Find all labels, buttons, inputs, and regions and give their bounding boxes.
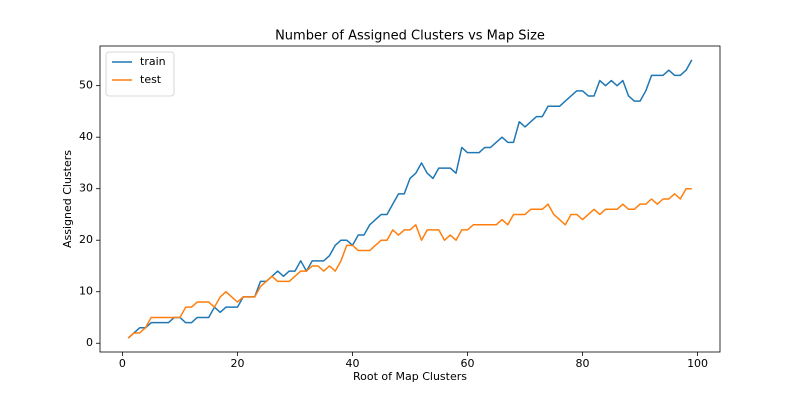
- x-tick-label: 60: [461, 357, 475, 370]
- y-tick-label: 20: [79, 233, 93, 246]
- legend-label: test: [140, 73, 162, 86]
- x-tick-label: 20: [230, 357, 244, 370]
- legend-label: train: [140, 55, 166, 68]
- x-tick-label: 100: [687, 357, 708, 370]
- legend-box: [105, 51, 175, 97]
- y-tick-label: 0: [86, 336, 93, 349]
- series-line: [127, 187, 692, 339]
- x-tick-label: 0: [119, 357, 126, 370]
- y-tick-label: 50: [79, 79, 93, 92]
- x-tick-label: 40: [345, 357, 359, 370]
- y-tick-label: 30: [79, 182, 93, 195]
- x-axis-label: Root of Map Clusters: [353, 370, 467, 383]
- series-line: [127, 59, 693, 339]
- chart-title: Number of Assigned Clusters vs Map Size: [275, 29, 545, 44]
- y-tick-label: 10: [79, 285, 93, 298]
- y-axis-label: Assigned Clusters: [61, 150, 74, 248]
- y-tick-label: 40: [79, 130, 93, 143]
- plot-frame: [99, 45, 721, 353]
- x-tick-label: 80: [576, 357, 590, 370]
